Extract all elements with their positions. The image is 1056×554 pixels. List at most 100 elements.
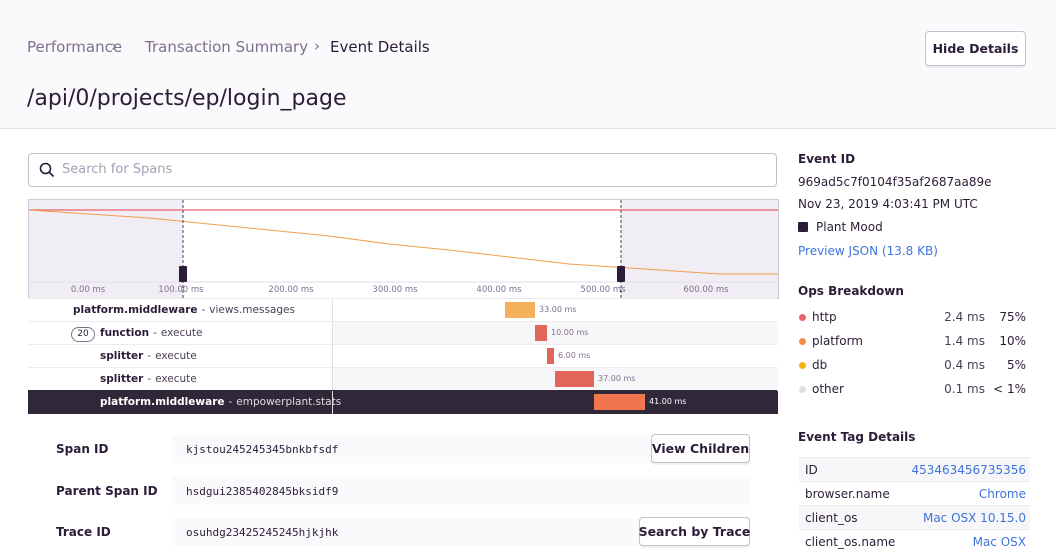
ops-row: http 2.4 ms 75% — [798, 310, 1026, 330]
hide-details-button[interactable]: Hide Details — [925, 31, 1026, 66]
detail-label: Span ID — [56, 442, 109, 456]
span-duration: 37.00 ms — [598, 374, 636, 383]
search-icon — [39, 162, 55, 178]
span-timeline — [332, 299, 778, 322]
span-name: platform.middleware - views.messages — [73, 304, 295, 316]
ops-time: 1.4 ms — [944, 334, 985, 348]
timeline-tick: 300.00 ms — [372, 285, 418, 295]
tag-key: client_os.name — [805, 535, 896, 549]
detail-label: Trace ID — [56, 525, 111, 539]
detail-value: hsdgui2385402845bksidf9 — [172, 477, 750, 505]
ops-percent: 5% — [1006, 358, 1026, 372]
breadcrumb[interactable]: Performance — [27, 38, 123, 56]
span-op: splitter — [100, 373, 144, 385]
event-id-label: Event ID — [798, 152, 856, 166]
span-bar — [547, 348, 554, 364]
span-bar — [535, 325, 547, 341]
ops-name: db — [812, 358, 828, 372]
tag-value[interactable]: Chrome — [978, 487, 1026, 501]
detail-button[interactable]: View Children — [651, 434, 750, 463]
span-op: platform.middleware — [73, 304, 198, 316]
ops-percent: 75% — [999, 310, 1026, 324]
span-duration: 33.00 ms — [539, 305, 577, 314]
ops-name: other — [812, 382, 844, 396]
tag-row: ID 453463456735356 — [799, 457, 1030, 482]
header — [0, 0, 1056, 129]
tags-title: Event Tag Details — [798, 430, 916, 444]
breadcrumb: Event Details — [330, 38, 430, 56]
span-description: execute — [155, 373, 197, 385]
ops-time: 2.4 ms — [944, 310, 985, 324]
span-op: splitter — [100, 350, 144, 362]
span-name: splitter - execute — [100, 373, 197, 385]
span-description: execute — [160, 327, 203, 339]
tag-row: client_os.name Mac OSX — [799, 529, 1030, 554]
search-placeholder: Search for Spans — [62, 162, 173, 177]
event-id: 969ad5c7f0104f35af2687aa89e — [798, 175, 992, 189]
project-icon — [798, 222, 808, 232]
ops-name: platform — [812, 334, 863, 348]
span-op: function — [100, 327, 150, 339]
span-bar — [594, 394, 645, 410]
span-row[interactable]: platform.middleware - empowerplant.stats 41… — [28, 390, 778, 414]
detail-value-text: osuhdg23425245245hjkjhk — [186, 526, 339, 539]
span-timeline — [332, 345, 778, 368]
span-name: function - execute — [100, 327, 203, 339]
span-row[interactable]: splitter - execute 6.00 ms — [28, 344, 778, 368]
minimap[interactable] — [28, 199, 779, 299]
search-input[interactable]: Search for Spans — [28, 153, 777, 187]
ops-percent: 10% — [999, 334, 1026, 348]
preview-json-link[interactable]: Preview JSON (13.8 KB) — [798, 244, 938, 258]
tag-key: browser.name — [805, 487, 890, 501]
span-separator: - — [147, 373, 152, 385]
span-description: views.messages — [209, 304, 295, 316]
tag-value[interactable]: 453463456735356 — [911, 463, 1026, 477]
breadcrumb[interactable]: Transaction Summary — [145, 38, 309, 56]
ops-row: other 0.1 ms < 1% — [798, 382, 1026, 402]
detail-button[interactable]: Search by Trace — [639, 517, 750, 546]
timeline-tick: 0.00 ms — [70, 285, 106, 295]
span-name: platform.middleware - empowerplant.stats — [100, 396, 341, 408]
ops-dot — [799, 362, 806, 369]
child-count-toggle[interactable]: 20 — [71, 327, 95, 342]
span-separator: - — [153, 327, 157, 339]
ops-row: platform 1.4 ms 10% — [798, 334, 1026, 354]
ops-percent: < 1% — [993, 382, 1026, 396]
ops-time: 0.4 ms — [944, 358, 985, 372]
timeline-tick: 100.00 ms — [158, 285, 204, 295]
tag-key: ID — [805, 463, 818, 477]
span-separator: - — [201, 304, 206, 316]
span-op: platform.middleware — [100, 396, 225, 408]
detail-value-text: hsdgui2385402845bksidf9 — [186, 485, 339, 498]
detail-label: Parent Span ID — [56, 484, 158, 498]
ops-row: db 0.4 ms 5% — [798, 358, 1026, 378]
tag-value[interactable]: Mac OSX 10.15.0 — [922, 511, 1026, 525]
span-separator: - — [147, 350, 152, 362]
breadcrumb-separator: › — [111, 37, 117, 55]
span-row[interactable]: function - execute 10.00 ms — [28, 321, 778, 345]
page-title: /api/0/projects/ep/login_page — [27, 86, 347, 111]
tag-row: browser.name Chrome — [799, 481, 1030, 506]
tag-key: client_os — [805, 511, 858, 525]
ops-name: http — [812, 310, 837, 324]
ops-title: Ops Breakdown — [798, 284, 904, 298]
span-bar — [505, 302, 535, 318]
tag-row: client_os Mac OSX 10.15.0 — [799, 505, 1030, 530]
detail-value-text: kjstou245245345bnkbfsdf — [186, 443, 339, 456]
event-date: Nov 23, 2019 4:03:41 PM UTC — [798, 197, 978, 211]
span-description: empowerplant.stats — [236, 396, 342, 408]
span-row[interactable]: platform.middleware - views.messages 33.00 … — [28, 298, 778, 322]
timeline-tick: 600.00 ms — [683, 285, 729, 295]
span-duration: 41.00 ms — [649, 397, 687, 406]
span-duration: 10.00 ms — [551, 328, 589, 337]
project-name: Plant Mood — [816, 220, 883, 234]
breadcrumb-separator: › — [314, 37, 320, 55]
span-row[interactable]: splitter - execute 37.00 ms — [28, 367, 778, 391]
span-separator: - — [228, 396, 233, 408]
timeline-tick: 400.00 ms — [476, 285, 522, 295]
timeline-tick: 500.00 ms — [580, 285, 626, 295]
tag-value[interactable]: Mac OSX — [972, 535, 1026, 549]
span-timeline — [332, 322, 778, 345]
span-description: execute — [155, 350, 197, 362]
